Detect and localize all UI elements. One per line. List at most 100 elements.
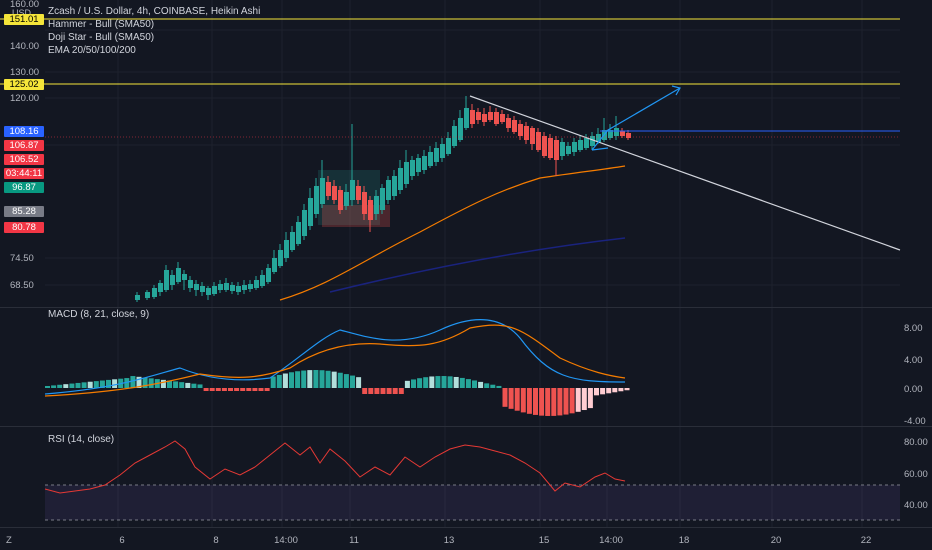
candle	[554, 140, 559, 160]
candle	[482, 114, 487, 122]
candle	[236, 286, 241, 292]
candle	[338, 190, 343, 210]
candle	[380, 188, 385, 210]
price-label-badge: 151.01	[4, 14, 44, 25]
candle	[494, 112, 499, 124]
macd-histogram-bar	[270, 376, 276, 388]
candle	[386, 180, 391, 200]
logo-icon[interactable]: Z	[6, 535, 12, 546]
rsi-label[interactable]: RSI (14, close)	[48, 434, 115, 445]
time-tick-label: 18	[678, 535, 690, 546]
candle	[446, 138, 451, 154]
macd-pane[interactable]	[0, 308, 932, 426]
macd-histogram-bar	[148, 378, 154, 388]
candle	[242, 285, 247, 290]
macd-histogram-bar	[526, 388, 532, 414]
candle	[578, 140, 583, 150]
macd-chart[interactable]	[0, 308, 932, 426]
candle	[272, 258, 277, 272]
macd-histogram-bar	[87, 381, 93, 388]
candle	[218, 284, 223, 290]
candle	[176, 268, 181, 282]
candle	[320, 178, 325, 204]
macd-histogram-bar	[624, 388, 630, 391]
ema-line	[329, 237, 626, 293]
candle	[458, 118, 463, 140]
macd-label[interactable]: MACD (8, 21, close, 9)	[48, 309, 150, 320]
candle	[434, 148, 439, 162]
candle	[356, 186, 361, 200]
macd-histogram-bar	[478, 381, 484, 388]
rsi-chart[interactable]	[0, 427, 932, 527]
candle	[200, 286, 205, 292]
indicator-hammer[interactable]: Hammer - Bull (SMA50)	[48, 19, 155, 30]
candle	[290, 232, 295, 250]
candle	[500, 114, 505, 122]
indicator-doji[interactable]: Doji Star - Bull (SMA50)	[48, 32, 155, 43]
candle	[452, 126, 457, 146]
macd-histogram-bar	[106, 379, 111, 388]
macd-histogram-bar	[362, 388, 368, 394]
macd-histogram-bar	[319, 370, 325, 388]
candle	[296, 222, 301, 244]
rsi-pane[interactable]	[0, 427, 932, 527]
candle	[344, 192, 349, 206]
candle	[470, 110, 475, 124]
macd-histogram-bar	[386, 388, 392, 394]
candle	[626, 133, 631, 138]
macd-histogram-bar	[313, 370, 319, 388]
time-tick-label: 22	[860, 535, 872, 546]
price-chart[interactable]	[0, 0, 932, 307]
rsi-tick-label: 60.00	[904, 469, 928, 480]
macd-histogram-bar	[508, 388, 514, 409]
time-tick-label: 8	[213, 535, 219, 546]
macd-histogram-bar	[612, 388, 618, 393]
macd-histogram-bar	[600, 388, 606, 395]
candle	[398, 168, 403, 190]
macd-histogram-bar	[142, 377, 148, 388]
candle	[548, 138, 553, 158]
macd-histogram-bar	[301, 370, 307, 388]
price-tick-label: 74.50	[10, 253, 34, 264]
candle	[230, 285, 235, 291]
candle	[608, 130, 613, 138]
indicator-ema[interactable]: EMA 20/50/100/200	[48, 45, 136, 56]
macd-histogram-bar	[459, 377, 465, 388]
time-tick-label: 13	[443, 535, 455, 546]
projection-arrow	[591, 147, 609, 151]
price-pane[interactable]	[0, 0, 932, 307]
candle	[422, 156, 427, 170]
pane-separator[interactable]	[0, 426, 932, 427]
macd-histogram-bar	[289, 372, 294, 388]
macd-histogram-bar	[411, 379, 416, 388]
candle	[135, 295, 140, 300]
pane-separator[interactable]	[0, 527, 932, 528]
macd-histogram-bar	[240, 388, 246, 391]
macd-histogram-bar	[514, 388, 520, 411]
price-label-badge: 03:44:11	[4, 168, 44, 179]
macd-histogram-bar	[57, 384, 63, 388]
macd-histogram-bar	[197, 384, 203, 388]
macd-tick-label: 8.00	[904, 323, 923, 334]
candle	[314, 186, 319, 214]
candle	[584, 138, 589, 148]
candle	[566, 146, 571, 154]
time-tick-label: 14:00	[599, 535, 623, 546]
pane-separator[interactable]	[0, 307, 932, 308]
macd-histogram-bar	[429, 376, 435, 388]
candle	[212, 286, 217, 294]
candle	[278, 250, 283, 266]
candle	[440, 144, 445, 158]
candle	[224, 283, 229, 290]
macd-histogram-bar	[209, 388, 215, 391]
macd-histogram-bar	[380, 388, 386, 394]
macd-histogram-bar	[557, 388, 563, 416]
macd-histogram-bar	[398, 388, 404, 394]
macd-histogram-bar	[441, 376, 447, 388]
price-label-badge: 80.78	[4, 222, 44, 233]
time-tick-label: 11	[349, 535, 359, 546]
candle	[410, 160, 415, 176]
macd-histogram-bar	[618, 388, 624, 392]
candle	[404, 162, 409, 184]
chart-title[interactable]: Zcash / U.S. Dollar, 4h, COINBASE, Heiki…	[48, 6, 261, 17]
